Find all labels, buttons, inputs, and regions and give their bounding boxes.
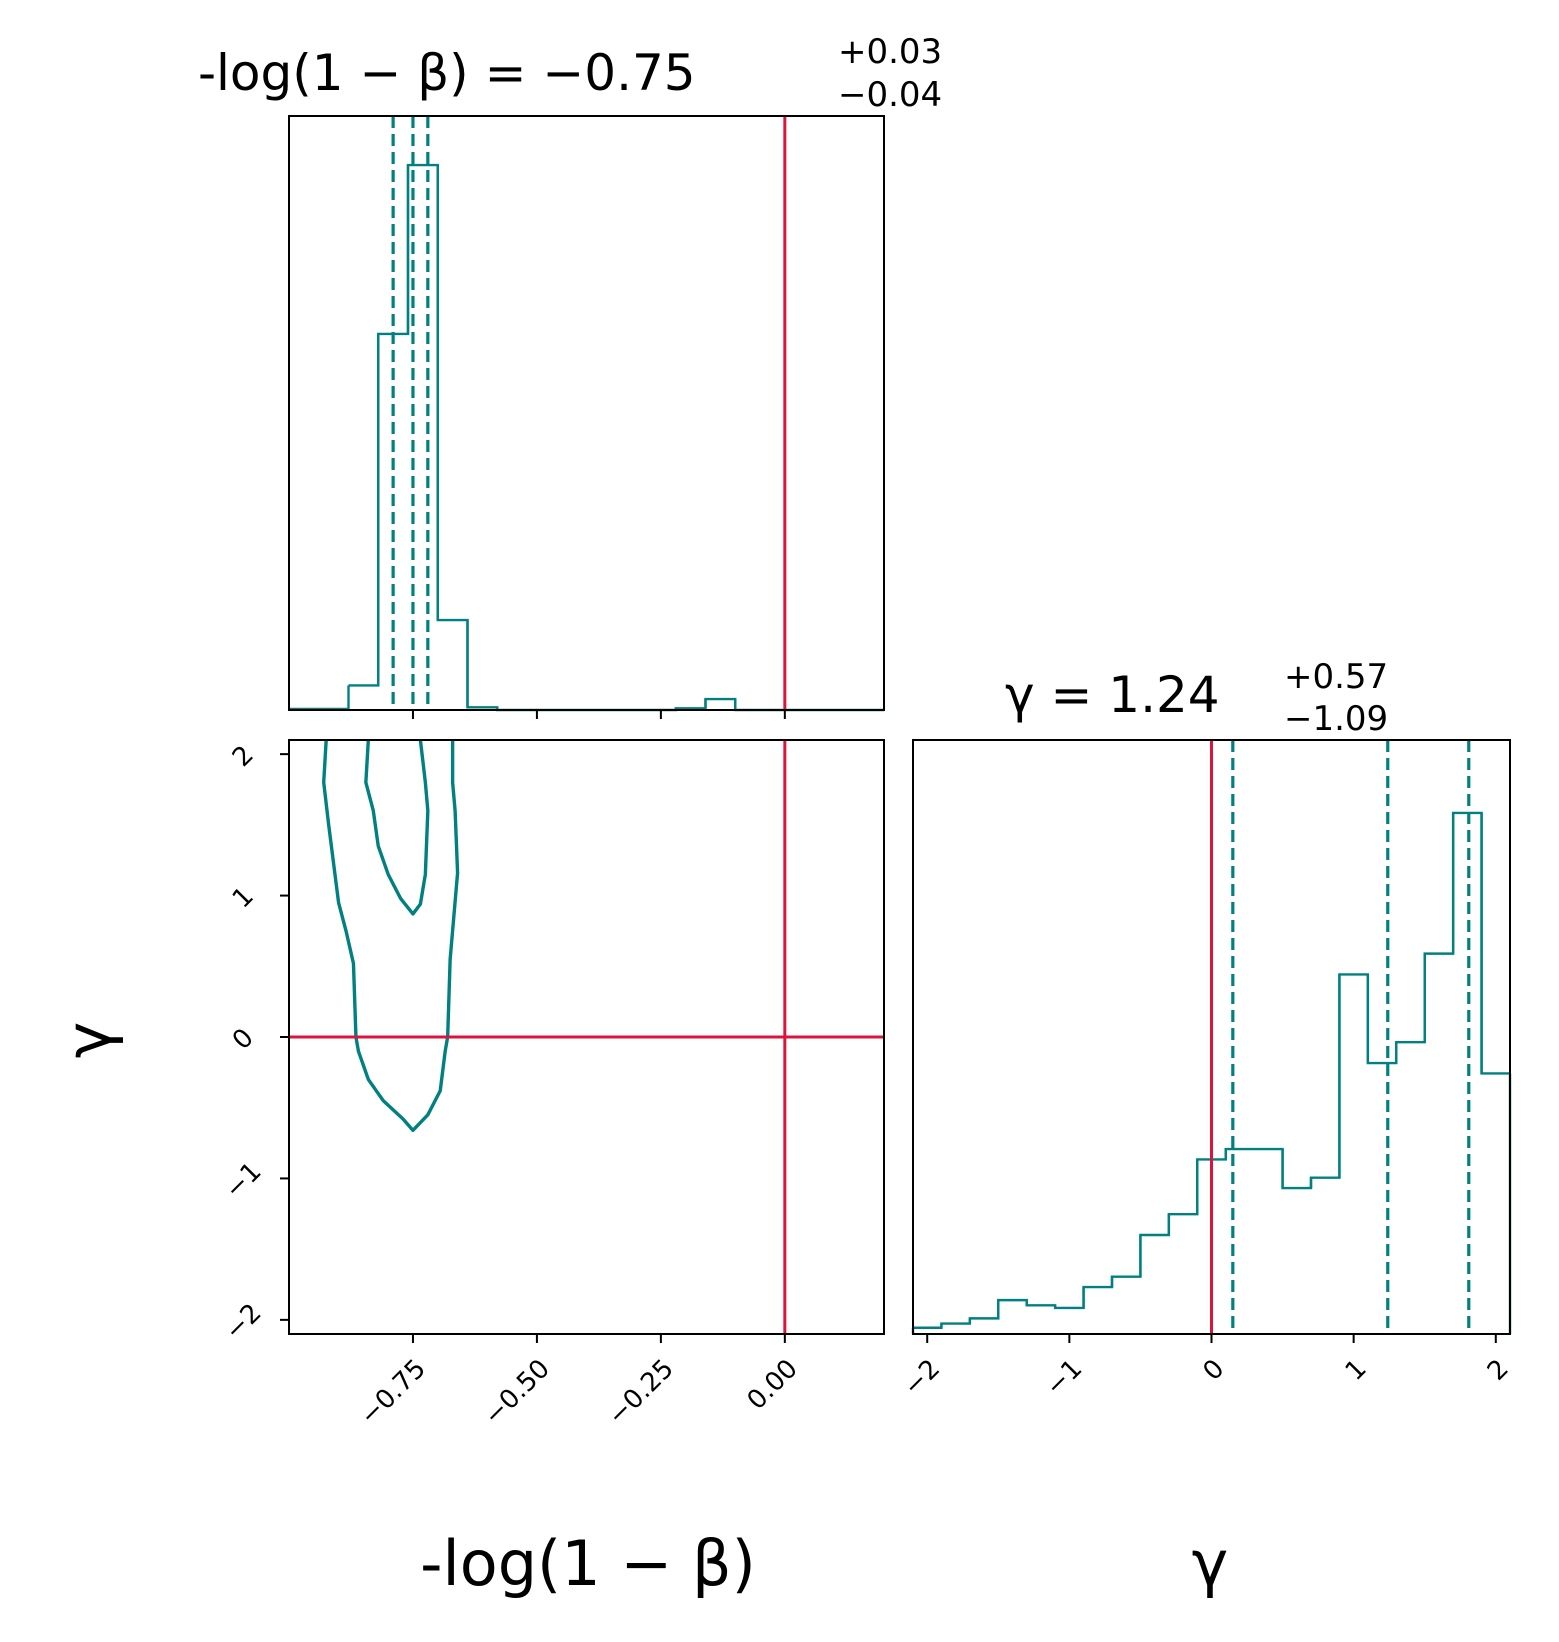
- beta-bin-0: [349, 685, 379, 710]
- gamma-hist-steps: [911, 812, 1512, 1334]
- gamma-bin-8: [1140, 1235, 1168, 1334]
- panel-gamma-title: γ = 1.24: [1005, 666, 1220, 724]
- gamma-bin-11: [1226, 1149, 1254, 1334]
- joint-xtick-label-0: −0.75: [354, 1354, 432, 1432]
- panel-beta-title-upper: +0.03: [838, 32, 942, 72]
- panel-beta-title-lhs: -log(1 − β) =: [198, 44, 542, 102]
- x-axis-label-gamma: γ: [1192, 1527, 1229, 1600]
- gamma-xtick-label-1: −1: [1040, 1354, 1088, 1402]
- gamma-bin-1: [941, 1324, 969, 1334]
- gamma-xtick-label-2: 0: [1198, 1354, 1231, 1387]
- gamma-xtick-label-0: −2: [898, 1354, 946, 1402]
- gamma-xtick-label-4: 2: [1482, 1354, 1515, 1387]
- gamma-bin-14: [1311, 1178, 1339, 1334]
- panel-beta-title-value: −0.75: [542, 44, 695, 102]
- gamma-bin-20: [1482, 1073, 1510, 1334]
- joint-ytick-label-3: 1: [227, 881, 260, 914]
- panel-beta-title-lower: −0.04: [838, 75, 942, 115]
- gamma-bin-2: [970, 1318, 998, 1334]
- gamma-bin-15: [1339, 974, 1367, 1334]
- beta-bin-3: [438, 620, 468, 710]
- contour-inner: [364, 739, 430, 916]
- gamma-bin-12: [1254, 1149, 1282, 1334]
- gamma-bin-3: [998, 1300, 1026, 1334]
- joint-xtick-label-2: −0.25: [602, 1354, 680, 1432]
- panel-gamma-title-upper: +0.57: [1284, 657, 1388, 697]
- gamma-bin-9: [1169, 1214, 1197, 1334]
- joint-xtick-label-1: −0.50: [478, 1354, 556, 1432]
- joint-ytick-label-0: −2: [219, 1298, 267, 1346]
- panel-gamma-title-lhs: γ =: [1005, 666, 1108, 724]
- x-axis-label-beta: -log(1 − β): [420, 1527, 756, 1600]
- gamma-bin-17: [1396, 1042, 1424, 1334]
- panel-joint: −2 −1 0 1 2 −0.75 −0.50 −0.25 0.00 γ -log(1 − β): [52, 739, 885, 1600]
- beta-hist-outline: [348, 163, 884, 712]
- gamma-bin-5: [1055, 1308, 1083, 1334]
- gamma-bin-7: [1112, 1277, 1140, 1334]
- panel-beta-marginal: -log(1 − β) = −0.75 +0.03 −0.04: [198, 32, 942, 719]
- panel-gamma-marginal: γ = 1.24 +0.57 −1.09 −2 −1 0 1 2 γ: [898, 657, 1515, 1600]
- gamma-bin-6: [1084, 1287, 1112, 1334]
- gamma-bin-16: [1368, 1063, 1396, 1334]
- panel-beta-title: -log(1 − β) = −0.75: [198, 44, 696, 102]
- joint-ytick-label-2: 0: [227, 1023, 260, 1056]
- gamma-bin-4: [1027, 1305, 1055, 1334]
- panel-gamma-title-value: 1.24: [1108, 666, 1219, 724]
- gamma-bin-18: [1425, 954, 1453, 1334]
- panel-gamma-title-lower: −1.09: [1284, 699, 1388, 739]
- panel-beta-frame: [288, 115, 885, 711]
- y-axis-label-gamma: γ: [52, 1022, 125, 1059]
- gamma-bin-13: [1283, 1188, 1311, 1334]
- joint-xtick-label-3: 0.00: [742, 1354, 804, 1416]
- contour-outer: [322, 739, 460, 1133]
- joint-ytick-label-1: −1: [219, 1157, 267, 1205]
- beta-bin-7: [706, 699, 736, 710]
- gamma-xtick-label-3: 1: [1340, 1354, 1373, 1387]
- joint-ytick-label-4: 2: [227, 740, 260, 773]
